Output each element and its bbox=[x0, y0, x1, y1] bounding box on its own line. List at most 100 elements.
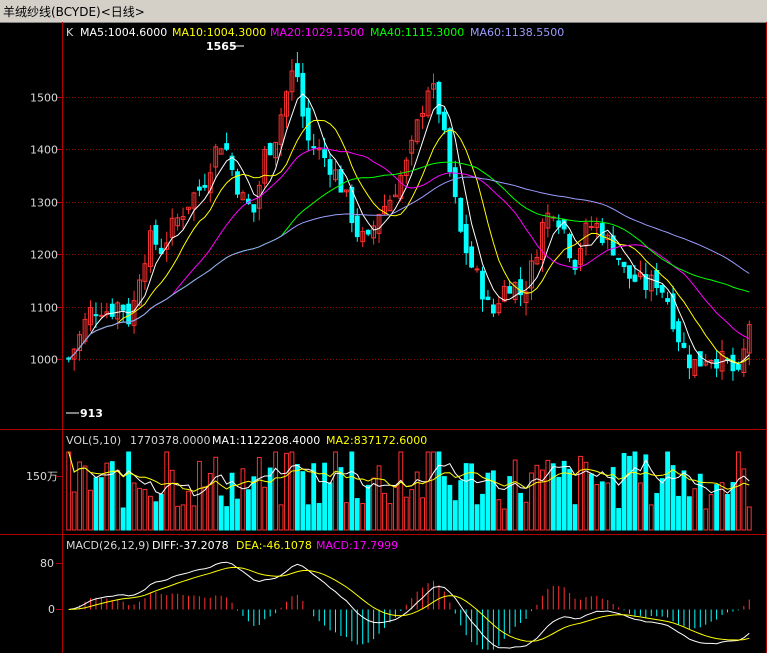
volume-bar bbox=[490, 470, 496, 531]
macd-tick-0: 0 bbox=[48, 603, 55, 616]
stock-chart[interactable]: 1000 1100 1200 1300 1400 1500 K MA5:1004.6000… bbox=[0, 22, 767, 653]
candle-body bbox=[670, 293, 676, 330]
macd-dea: DEA:-46.1078 bbox=[236, 539, 312, 552]
macd-diff: DIFF:-37.2078 bbox=[152, 539, 229, 552]
volume-bars[interactable] bbox=[66, 451, 752, 531]
volume-bar bbox=[104, 462, 110, 531]
volume-bar bbox=[703, 508, 709, 531]
k-label: K bbox=[66, 26, 74, 39]
volume-bar bbox=[213, 456, 219, 531]
volume-bar bbox=[398, 451, 404, 531]
volume-bar bbox=[414, 471, 420, 531]
volume-bar bbox=[262, 486, 268, 531]
candle-body bbox=[267, 143, 273, 156]
candle-body bbox=[452, 167, 458, 198]
candle-body bbox=[648, 274, 654, 292]
volume-bar bbox=[637, 482, 643, 531]
volume-bar bbox=[420, 497, 426, 531]
candle-body bbox=[77, 334, 83, 352]
candle-body bbox=[392, 194, 398, 198]
candle-body bbox=[523, 291, 529, 303]
candle-body bbox=[681, 342, 687, 348]
candle-body bbox=[436, 81, 442, 115]
volume-bar bbox=[676, 495, 681, 531]
candle-body bbox=[420, 112, 426, 117]
candle-body bbox=[202, 184, 208, 188]
volume-bar bbox=[469, 463, 475, 531]
candle-body bbox=[365, 229, 371, 235]
candle-body bbox=[627, 265, 632, 279]
volume-bar bbox=[539, 469, 545, 531]
volume-bar bbox=[267, 467, 273, 531]
candle-body bbox=[621, 261, 627, 267]
candle-body bbox=[512, 281, 518, 300]
candle-body bbox=[218, 148, 224, 155]
volume-bar bbox=[485, 472, 491, 531]
volume-bar bbox=[545, 459, 551, 531]
candle-body bbox=[327, 159, 333, 175]
candle-body bbox=[164, 242, 170, 250]
ma5-line bbox=[68, 93, 750, 365]
volume-bar bbox=[648, 504, 654, 531]
volume-ma2: MA2:837172.6000 bbox=[326, 434, 427, 447]
volume-bar bbox=[605, 482, 611, 531]
candle-body bbox=[93, 314, 99, 317]
volume-bar bbox=[360, 502, 366, 531]
volume-bar bbox=[93, 477, 99, 531]
candle-body bbox=[529, 260, 534, 289]
candle-body bbox=[153, 224, 159, 245]
candle-body bbox=[714, 359, 720, 369]
volume-bar bbox=[349, 451, 355, 531]
volume-bar bbox=[730, 482, 736, 531]
candle-body bbox=[643, 274, 649, 291]
volume-bar bbox=[409, 489, 415, 531]
volume-bar bbox=[632, 451, 638, 531]
candle-body bbox=[746, 324, 752, 354]
volume-header: VOL(5,10) bbox=[66, 434, 121, 447]
volume-bar bbox=[71, 491, 77, 531]
volume-bar bbox=[66, 451, 72, 531]
price-tick-1400: 1400 bbox=[30, 144, 58, 157]
volume-bar bbox=[224, 506, 230, 531]
volume-bar bbox=[610, 467, 616, 531]
volume-bar bbox=[518, 492, 524, 531]
volume-bar bbox=[338, 467, 344, 531]
volume-bar bbox=[681, 470, 687, 531]
volume-bar bbox=[708, 494, 714, 531]
volume-bar bbox=[621, 452, 627, 531]
candles[interactable] bbox=[66, 52, 752, 381]
candle-body bbox=[545, 212, 551, 229]
volume-bar bbox=[284, 452, 289, 531]
volume-bar bbox=[305, 504, 311, 531]
candle-body bbox=[735, 363, 741, 370]
volume-value: 1770378.0000 bbox=[130, 434, 210, 447]
candle-body bbox=[637, 272, 643, 278]
volume-bar bbox=[322, 462, 328, 531]
candle-body bbox=[98, 314, 104, 317]
volume-bar bbox=[82, 465, 88, 531]
volume-bar bbox=[142, 488, 148, 531]
volume-bar bbox=[256, 456, 262, 531]
volume-bar bbox=[741, 468, 747, 531]
macd-line bbox=[68, 561, 750, 649]
volume-bar bbox=[371, 477, 377, 531]
low-price-label: 913 bbox=[80, 407, 103, 420]
candle-body bbox=[534, 256, 540, 265]
panel-borders bbox=[0, 22, 767, 653]
candle-body bbox=[463, 224, 469, 254]
candle-body bbox=[414, 119, 420, 143]
volume-bar bbox=[98, 477, 104, 531]
volume-bar bbox=[137, 487, 142, 531]
price-tick-1200: 1200 bbox=[30, 249, 58, 262]
candle-body bbox=[229, 155, 235, 170]
candle-body bbox=[518, 279, 524, 296]
volume-bar bbox=[354, 498, 360, 531]
candle-body bbox=[480, 270, 485, 300]
candle-body bbox=[371, 225, 377, 239]
macd-histogram[interactable] bbox=[69, 580, 750, 650]
candle-body bbox=[213, 146, 219, 168]
candle-body bbox=[703, 361, 709, 366]
candle-body bbox=[485, 296, 491, 301]
volume-bar bbox=[207, 472, 213, 531]
volume-bar bbox=[599, 481, 605, 531]
